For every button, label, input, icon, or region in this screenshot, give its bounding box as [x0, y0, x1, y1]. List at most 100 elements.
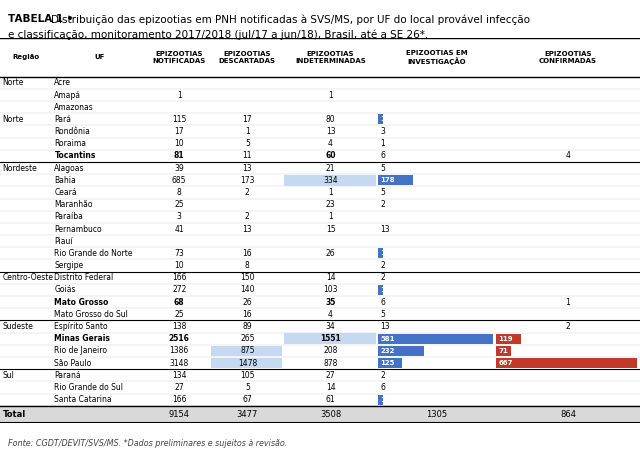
- Text: 3: 3: [177, 212, 182, 221]
- Text: 81: 81: [174, 151, 184, 160]
- Text: 80: 80: [326, 115, 335, 124]
- Text: Acre: Acre: [54, 78, 72, 87]
- Text: 2: 2: [380, 261, 385, 270]
- Text: 272: 272: [172, 285, 186, 294]
- Bar: [0, 406, 640, 423]
- Text: 166: 166: [172, 273, 186, 282]
- Text: 1: 1: [177, 90, 182, 99]
- Text: 1: 1: [328, 188, 333, 197]
- Text: 138: 138: [172, 322, 186, 331]
- Text: 2516: 2516: [169, 334, 189, 343]
- Text: 5: 5: [245, 139, 250, 148]
- Bar: [284, 333, 376, 344]
- Text: 71: 71: [499, 348, 508, 354]
- Text: 17: 17: [174, 127, 184, 136]
- Text: e classificação, monitoramento 2017/2018 (jul/17 a jun/18), Brasil, até a SE 26*: e classificação, monitoramento 2017/2018…: [8, 29, 428, 40]
- Text: EPIZOOTIAS EM
INVESTIGAÇÃO: EPIZOOTIAS EM INVESTIGAÇÃO: [406, 50, 468, 65]
- Bar: [378, 248, 383, 258]
- Text: 60: 60: [325, 151, 336, 160]
- Text: Distrito Federal: Distrito Federal: [54, 273, 114, 282]
- Text: 208: 208: [323, 346, 338, 356]
- Text: Rio Grande do Norte: Rio Grande do Norte: [54, 249, 133, 258]
- Text: 89: 89: [243, 322, 252, 331]
- Text: Alagoas: Alagoas: [54, 164, 85, 173]
- Text: 17: 17: [243, 115, 252, 124]
- Text: Amazonas: Amazonas: [54, 103, 94, 112]
- Text: 685: 685: [172, 176, 186, 185]
- Text: UF: UF: [95, 54, 105, 60]
- Text: 2: 2: [245, 212, 250, 221]
- Text: 11: 11: [380, 396, 390, 403]
- Text: 134: 134: [172, 371, 186, 380]
- Text: 232: 232: [380, 348, 394, 354]
- Text: 9154: 9154: [169, 410, 189, 419]
- Text: 1305: 1305: [426, 410, 447, 419]
- Text: 3: 3: [380, 127, 385, 136]
- Text: 61: 61: [326, 395, 335, 404]
- Text: 265: 265: [240, 334, 255, 343]
- Bar: [496, 334, 521, 344]
- Text: Paraná: Paraná: [54, 371, 81, 380]
- Text: Rondônia: Rondônia: [54, 127, 90, 136]
- Text: 6: 6: [380, 297, 385, 306]
- Text: 21: 21: [326, 164, 335, 173]
- Text: 13: 13: [380, 225, 390, 234]
- Text: 19: 19: [380, 287, 390, 293]
- Text: EPIZOOTIAS
CONFIRMADAS: EPIZOOTIAS CONFIRMADAS: [539, 51, 597, 64]
- Text: 1: 1: [245, 127, 250, 136]
- Text: 27: 27: [174, 383, 184, 392]
- Text: 3508: 3508: [320, 410, 341, 419]
- Text: Minas Gerais: Minas Gerais: [54, 334, 110, 343]
- Text: EPIZOOTIAS
DESCARTADAS: EPIZOOTIAS DESCARTADAS: [219, 51, 276, 64]
- Text: Total: Total: [3, 410, 26, 419]
- Text: 2: 2: [380, 200, 385, 209]
- Text: 2: 2: [245, 188, 250, 197]
- Text: 18: 18: [380, 117, 390, 122]
- Text: 864: 864: [560, 410, 576, 419]
- Text: Região: Região: [13, 54, 40, 60]
- Text: 11: 11: [243, 151, 252, 160]
- Text: 5: 5: [380, 188, 385, 197]
- Text: 67: 67: [243, 395, 252, 404]
- Text: Fonte: CGDT/DEVIT/SVS/MS. *Dados preliminares e sujeitos à revisão.: Fonte: CGDT/DEVIT/SVS/MS. *Dados prelimi…: [8, 439, 287, 448]
- Bar: [211, 358, 282, 369]
- Text: Distribuição das epizootias em PNH notificadas à SVS/MS, por UF do local prováve: Distribuição das epizootias em PNH notif…: [51, 14, 530, 25]
- Text: 5: 5: [380, 164, 385, 173]
- Text: Pará: Pará: [54, 115, 72, 124]
- Text: 23: 23: [326, 200, 335, 209]
- Text: 10: 10: [174, 261, 184, 270]
- Text: 150: 150: [240, 273, 255, 282]
- Text: 1: 1: [380, 250, 385, 256]
- Text: 10: 10: [174, 139, 184, 148]
- Text: 41: 41: [174, 225, 184, 234]
- Text: 6: 6: [380, 151, 385, 160]
- Text: Maranhão: Maranhão: [54, 200, 93, 209]
- Text: Espírito Santo: Espírito Santo: [54, 322, 108, 331]
- Text: 105: 105: [240, 371, 255, 380]
- Text: 15: 15: [326, 225, 335, 234]
- Text: 166: 166: [172, 395, 186, 404]
- Text: 16: 16: [243, 310, 252, 319]
- Text: Norte: Norte: [3, 78, 24, 87]
- Text: 2: 2: [566, 322, 570, 331]
- Text: Mato Grosso: Mato Grosso: [54, 297, 109, 306]
- Bar: [378, 176, 413, 185]
- Bar: [496, 358, 637, 368]
- Text: 25: 25: [174, 200, 184, 209]
- Text: Paraíba: Paraíba: [54, 212, 83, 221]
- Bar: [378, 395, 383, 405]
- Text: Tocantins: Tocantins: [54, 151, 96, 160]
- Text: TABELA 1 •: TABELA 1 •: [8, 14, 77, 24]
- Text: São Paulo: São Paulo: [54, 359, 92, 368]
- Text: 35: 35: [325, 297, 336, 306]
- Bar: [378, 285, 383, 295]
- Text: 103: 103: [323, 285, 338, 294]
- Text: Bahia: Bahia: [54, 176, 76, 185]
- Text: 178: 178: [380, 177, 395, 183]
- Text: 3477: 3477: [237, 410, 258, 419]
- Text: 4: 4: [328, 310, 333, 319]
- Bar: [378, 114, 383, 124]
- Text: Ceará: Ceará: [54, 188, 77, 197]
- Text: 13: 13: [243, 225, 252, 234]
- Text: Norte: Norte: [3, 115, 24, 124]
